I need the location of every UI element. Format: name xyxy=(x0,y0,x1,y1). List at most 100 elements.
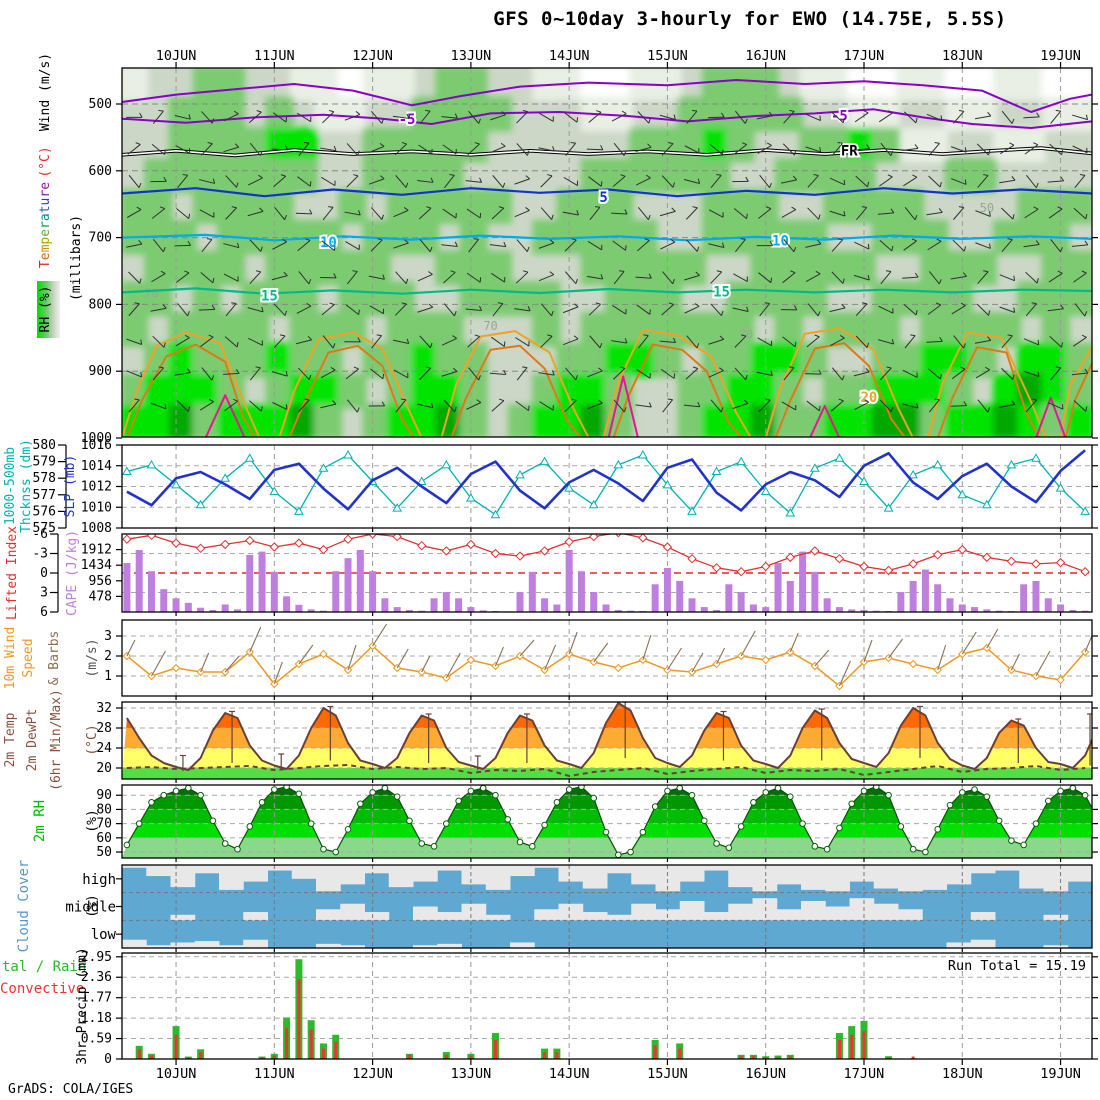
svg-text:20: 20 xyxy=(860,390,877,406)
svg-text:(millibars): (millibars) xyxy=(69,215,84,301)
svg-text:2m RH: 2m RH xyxy=(32,800,48,842)
svg-text:70: 70 xyxy=(483,319,497,333)
svg-text:11JUN: 11JUN xyxy=(254,48,295,64)
svg-text:577: 577 xyxy=(33,488,56,503)
svg-text:0.59: 0.59 xyxy=(81,1032,112,1047)
svg-text:Speed: Speed xyxy=(21,638,36,677)
svg-text:18JUN: 18JUN xyxy=(942,48,983,64)
svg-text:tal / Rain: tal / Rain xyxy=(2,959,86,975)
svg-text:578: 578 xyxy=(33,471,56,486)
svg-text:19JUN: 19JUN xyxy=(1040,1066,1081,1082)
svg-text:FR: FR xyxy=(841,143,858,159)
svg-text:3: 3 xyxy=(104,629,112,644)
svg-text:576: 576 xyxy=(33,504,56,519)
svg-text:10JUN: 10JUN xyxy=(156,48,197,64)
svg-text:28: 28 xyxy=(96,721,112,736)
svg-text:middle: middle xyxy=(65,900,116,916)
svg-text:70: 70 xyxy=(945,291,959,305)
svg-text:10: 10 xyxy=(320,235,337,251)
svg-text:17JUN: 17JUN xyxy=(844,48,885,64)
svg-text:1.18: 1.18 xyxy=(81,1011,112,1026)
svg-text:3: 3 xyxy=(40,586,48,601)
svg-text:Temperature: Temperature xyxy=(38,182,53,268)
svg-text:high: high xyxy=(82,872,116,888)
svg-text:15: 15 xyxy=(261,288,278,304)
svg-text:50: 50 xyxy=(96,845,112,860)
svg-text:1.77: 1.77 xyxy=(81,991,112,1006)
svg-text:RH (%): RH (%) xyxy=(38,286,53,333)
svg-text:1434: 1434 xyxy=(81,558,112,573)
svg-text:1014: 1014 xyxy=(81,459,112,474)
svg-text:(6hr Min/Max): (6hr Min/Max) xyxy=(49,689,64,791)
grads-credit: GrADS: COLA/IGES xyxy=(8,1082,134,1097)
svg-text:80: 80 xyxy=(96,802,112,817)
svg-text:19JUN: 19JUN xyxy=(1040,48,1081,64)
svg-text:70: 70 xyxy=(96,817,112,832)
svg-text:(%): (%) xyxy=(85,809,100,832)
svg-text:600: 600 xyxy=(89,164,112,179)
svg-text:1000: 1000 xyxy=(81,431,112,446)
svg-text:Thcknss (dm): Thcknss (dm) xyxy=(19,439,34,533)
svg-text:(°C): (°C) xyxy=(38,146,53,177)
svg-text:2.36: 2.36 xyxy=(81,970,112,985)
svg-text:Cloud Cover: Cloud Cover xyxy=(16,860,32,953)
svg-text:(m/s): (m/s) xyxy=(85,638,100,677)
svg-text:580: 580 xyxy=(33,438,56,453)
svg-text:-6: -6 xyxy=(32,527,48,542)
svg-text:579: 579 xyxy=(33,455,56,470)
svg-text:17JUN: 17JUN xyxy=(844,1066,885,1082)
svg-text:(%): (%) xyxy=(85,894,100,917)
svg-text:2: 2 xyxy=(104,649,112,664)
svg-text:14JUN: 14JUN xyxy=(549,48,590,64)
svg-text:20: 20 xyxy=(96,761,112,776)
svg-text:16JUN: 16JUN xyxy=(745,48,786,64)
svg-text:956: 956 xyxy=(89,574,112,589)
svg-text:Lifted Index: Lifted Index xyxy=(5,526,20,620)
svg-text:15: 15 xyxy=(713,284,730,300)
svg-text:(°C): (°C) xyxy=(85,724,100,755)
svg-text:18JUN: 18JUN xyxy=(942,1066,983,1082)
svg-text:500: 500 xyxy=(89,97,112,112)
svg-text:1000-500mb: 1000-500mb xyxy=(3,447,18,525)
svg-text:70: 70 xyxy=(144,287,158,301)
svg-text:-5: -5 xyxy=(399,112,416,128)
svg-text:10: 10 xyxy=(772,234,789,250)
svg-text:12JUN: 12JUN xyxy=(352,48,393,64)
svg-text:-3: -3 xyxy=(32,547,48,562)
svg-text:70: 70 xyxy=(739,327,753,341)
svg-text:90: 90 xyxy=(96,788,112,803)
svg-text:60: 60 xyxy=(96,831,112,846)
svg-text:6: 6 xyxy=(40,605,48,620)
svg-text:3hr Precip (mm): 3hr Precip (mm) xyxy=(75,947,90,1064)
svg-text:575: 575 xyxy=(33,521,56,536)
svg-text:478: 478 xyxy=(89,589,112,604)
svg-text:CAPE (J/kg): CAPE (J/kg) xyxy=(65,530,80,616)
svg-text:14JUN: 14JUN xyxy=(549,1066,590,1082)
svg-text:12JUN: 12JUN xyxy=(352,1066,393,1082)
svg-text:-5: -5 xyxy=(831,109,848,125)
svg-text:1: 1 xyxy=(104,669,112,684)
svg-text:SLP (mb): SLP (mb) xyxy=(63,455,78,518)
svg-text:0: 0 xyxy=(40,566,48,581)
svg-text:800: 800 xyxy=(89,297,112,312)
svg-text:10m Wind: 10m Wind xyxy=(3,627,18,690)
svg-text:24: 24 xyxy=(96,741,112,756)
svg-text:0: 0 xyxy=(104,1052,112,1067)
svg-text:2m Temp: 2m Temp xyxy=(3,712,18,767)
svg-text:2m DewPt: 2m DewPt xyxy=(25,709,40,772)
svg-text:16JUN: 16JUN xyxy=(745,1066,786,1082)
svg-text:1912: 1912 xyxy=(81,543,112,558)
svg-text:Run Total = 15.19: Run Total = 15.19 xyxy=(948,958,1086,974)
svg-text:Convective: Convective xyxy=(0,981,84,997)
svg-text:15JUN: 15JUN xyxy=(647,1066,688,1082)
svg-text:13JUN: 13JUN xyxy=(451,48,492,64)
svg-text:13JUN: 13JUN xyxy=(451,1066,492,1082)
svg-text:2.95: 2.95 xyxy=(81,950,112,965)
page-title: GFS 0~10day 3-hourly for EWO (14.75E, 5.… xyxy=(493,8,1007,30)
svg-text:900: 900 xyxy=(89,364,112,379)
svg-text:50: 50 xyxy=(980,201,994,215)
svg-text:& Barbs: & Barbs xyxy=(47,631,62,686)
svg-text:10JUN: 10JUN xyxy=(156,1066,197,1082)
